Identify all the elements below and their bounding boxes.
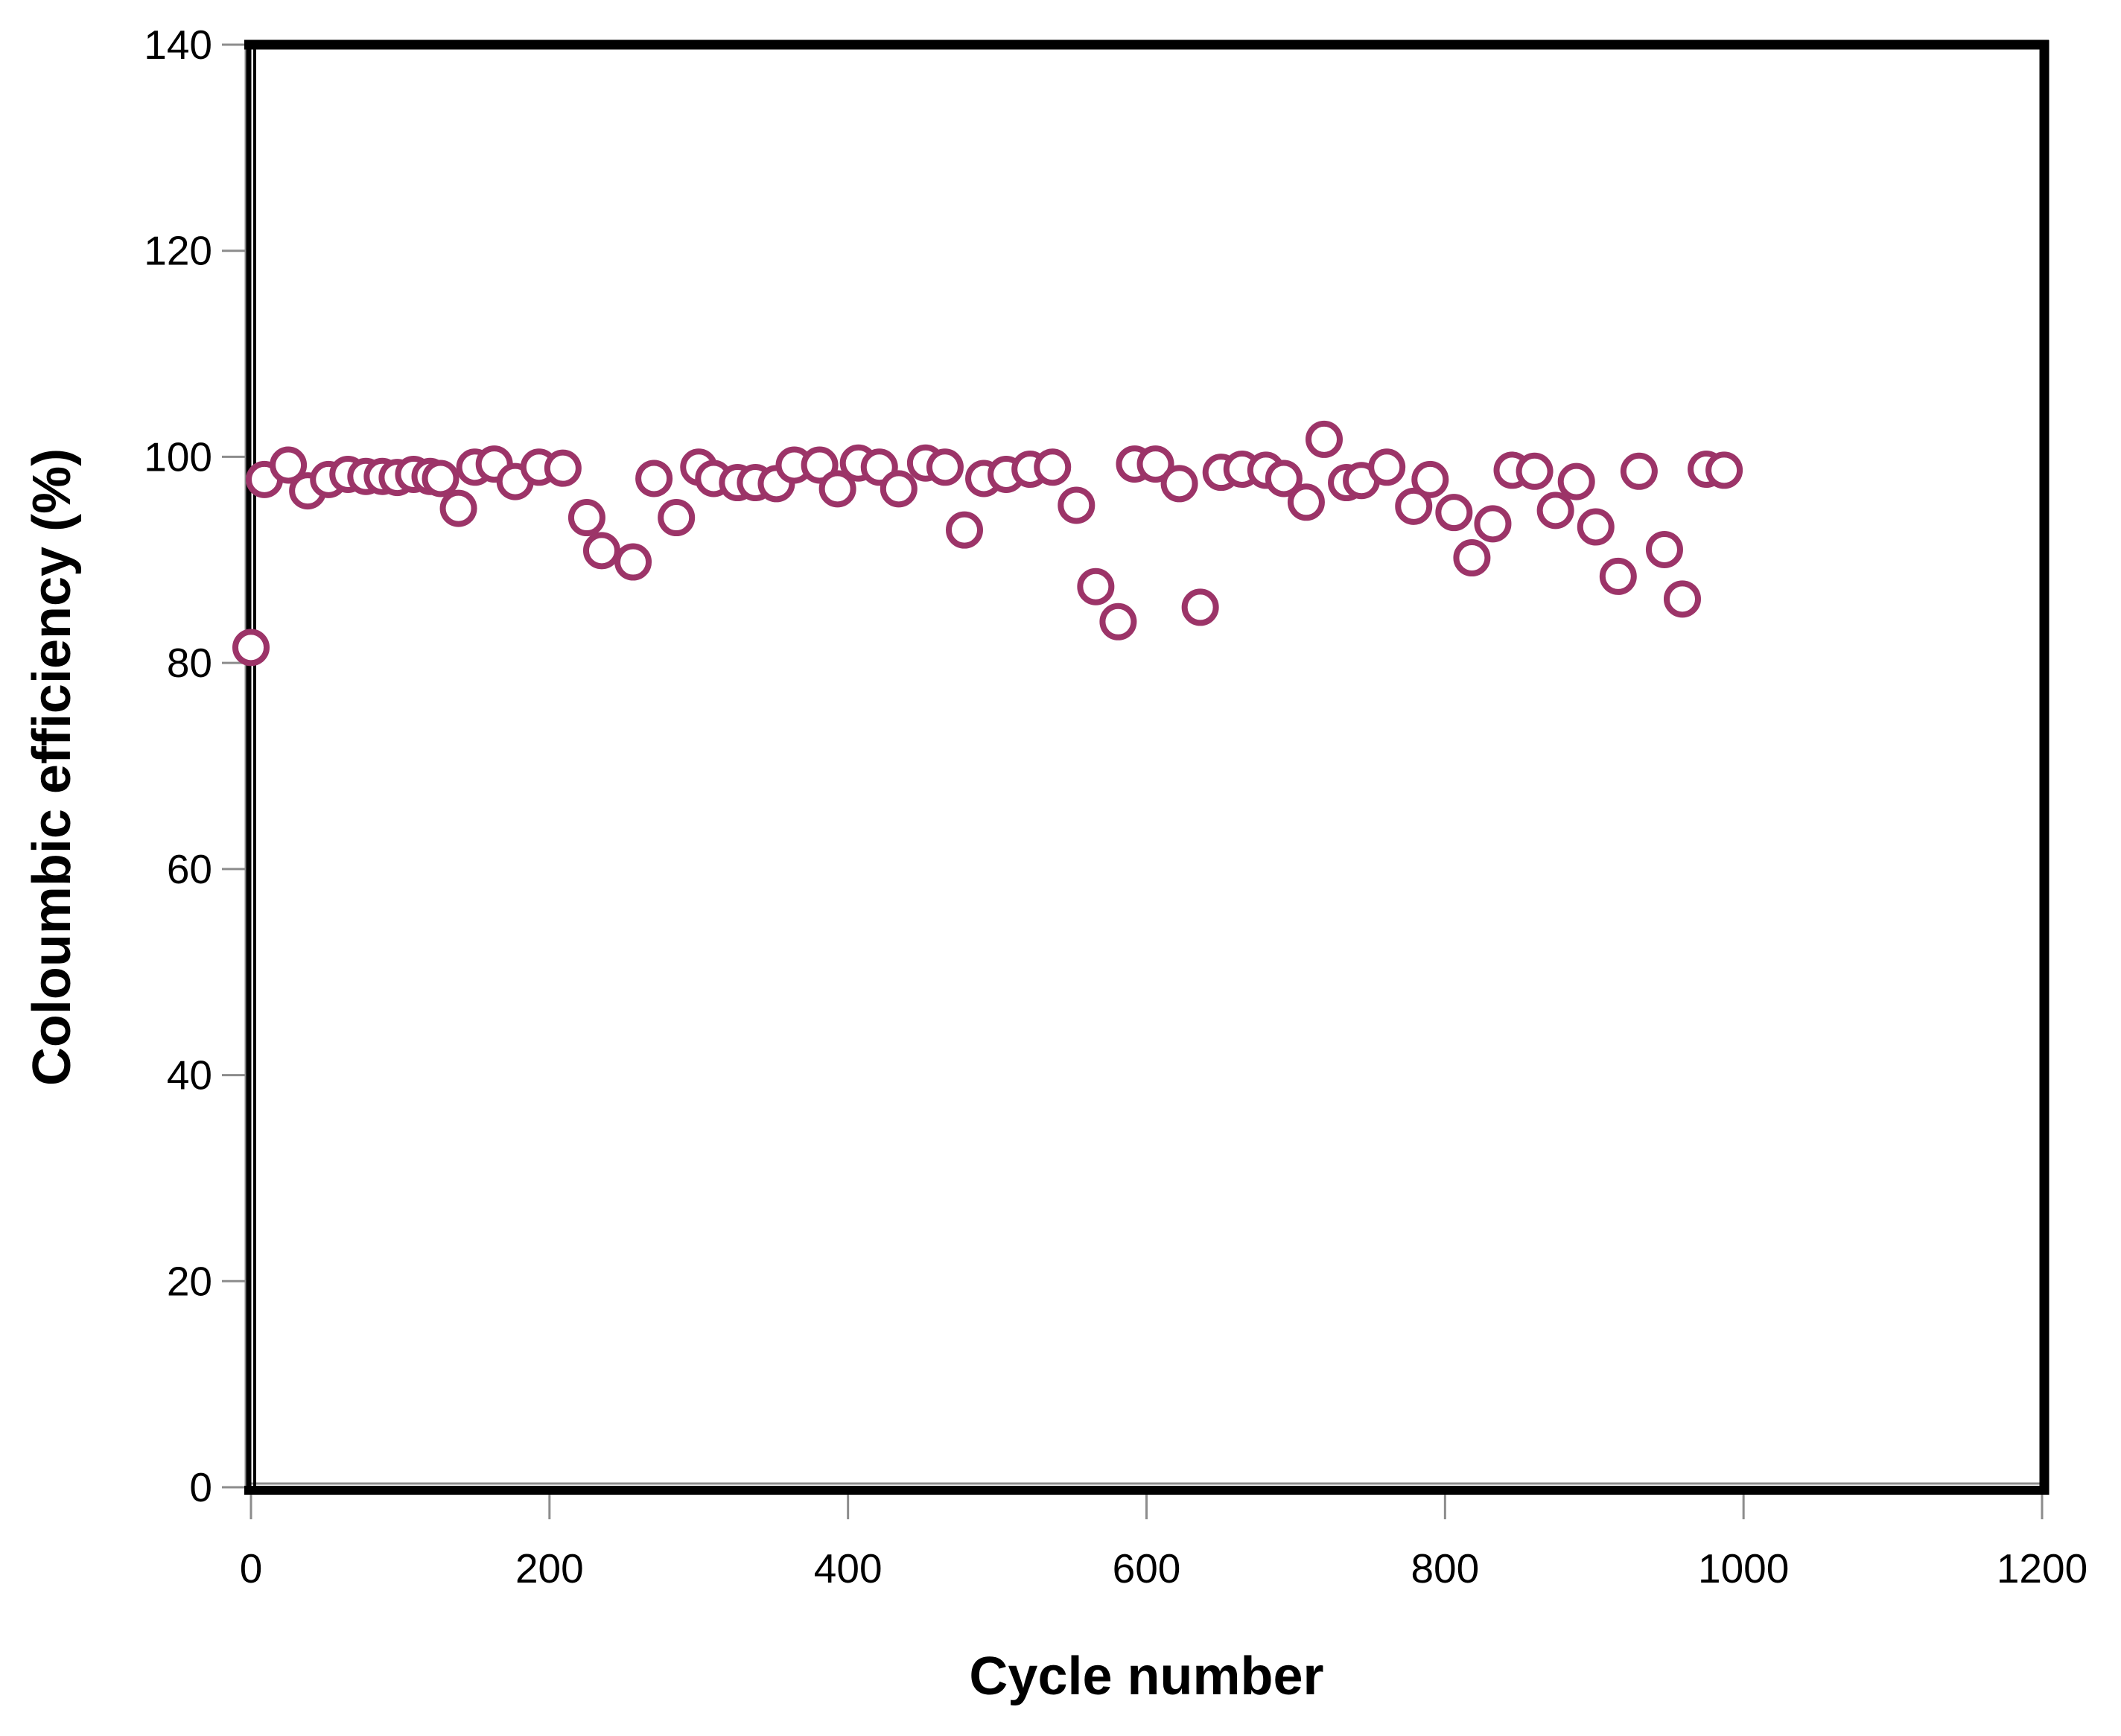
x-tick-label: 1000 bbox=[1698, 1545, 1789, 1592]
data-point bbox=[1305, 420, 1343, 458]
y-tick-label: 80 bbox=[167, 640, 212, 686]
data-point bbox=[1181, 588, 1219, 626]
data-point bbox=[635, 460, 673, 497]
data-point bbox=[1435, 494, 1473, 532]
x-tick-label: 1200 bbox=[1997, 1545, 2087, 1592]
data-point bbox=[1453, 539, 1491, 577]
data-point bbox=[1099, 602, 1137, 640]
data-point bbox=[1368, 448, 1406, 486]
y-tick-label: 140 bbox=[144, 22, 212, 68]
y-tick-label: 0 bbox=[189, 1464, 212, 1510]
x-tick-label: 0 bbox=[240, 1545, 263, 1592]
data-point bbox=[1136, 445, 1174, 483]
data-point bbox=[232, 629, 270, 667]
data-point bbox=[1395, 487, 1433, 525]
data-point bbox=[422, 460, 460, 497]
data-point bbox=[801, 446, 839, 484]
data-point bbox=[567, 499, 605, 537]
data-point bbox=[1058, 486, 1096, 524]
data-point bbox=[1557, 462, 1595, 500]
x-tick-label: 400 bbox=[814, 1545, 883, 1592]
data-point bbox=[1705, 451, 1743, 489]
data-point bbox=[1536, 492, 1574, 530]
y-axis-title: Coloumbic efficiency (%) bbox=[22, 448, 82, 1087]
data-point bbox=[1034, 448, 1072, 486]
data-point bbox=[1077, 567, 1115, 605]
data-point bbox=[614, 543, 652, 581]
data-point bbox=[945, 511, 983, 549]
data-point bbox=[880, 470, 918, 508]
x-tick-label: 200 bbox=[515, 1545, 584, 1592]
data-point bbox=[1287, 483, 1325, 521]
data-point bbox=[1160, 465, 1198, 503]
data-point bbox=[439, 489, 477, 527]
data-point bbox=[582, 532, 620, 570]
data-point bbox=[1516, 452, 1554, 490]
data-point bbox=[658, 499, 696, 537]
data-point bbox=[1663, 580, 1701, 618]
y-tick-label: 100 bbox=[144, 433, 212, 480]
y-tick-label: 60 bbox=[167, 846, 212, 892]
data-point bbox=[1599, 557, 1637, 595]
data-point bbox=[1411, 460, 1449, 498]
x-tick-label: 600 bbox=[1113, 1545, 1181, 1592]
x-axis-title: Cycle number bbox=[969, 1647, 1324, 1706]
data-point bbox=[1577, 508, 1615, 546]
data-point bbox=[818, 470, 856, 508]
data-point bbox=[926, 448, 964, 486]
data-point bbox=[1265, 460, 1303, 497]
data-point bbox=[270, 446, 308, 484]
y-tick-label: 40 bbox=[167, 1052, 212, 1098]
data-point bbox=[1474, 505, 1512, 543]
x-tick-label: 800 bbox=[1411, 1545, 1479, 1592]
data-point bbox=[1645, 530, 1683, 568]
y-tick-label: 20 bbox=[167, 1258, 212, 1304]
data-point bbox=[1620, 452, 1658, 490]
data-point bbox=[544, 449, 582, 487]
y-tick-label: 120 bbox=[144, 228, 212, 274]
